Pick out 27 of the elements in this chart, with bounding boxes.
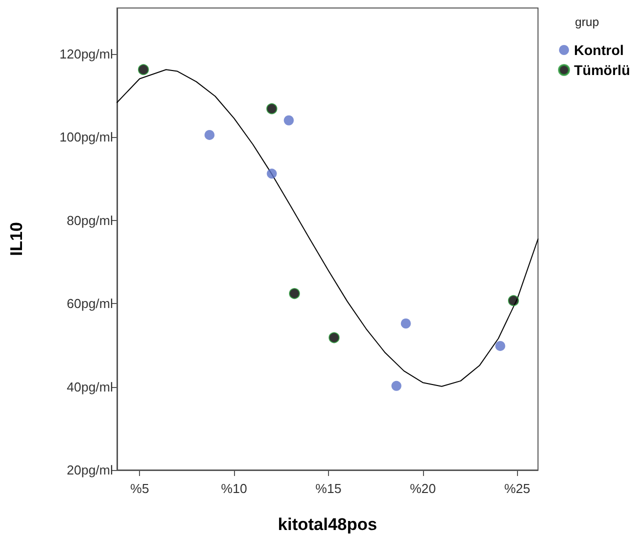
x-tick-label: %20: [410, 481, 436, 496]
legend-title: grup: [574, 15, 600, 29]
point: [400, 318, 411, 328]
legend-label: Tümörlü: [574, 62, 630, 78]
point: [328, 332, 340, 344]
point: [495, 340, 506, 351]
x-tick-label: %15: [315, 481, 342, 496]
point: [284, 115, 294, 126]
legend-label: Kontrol: [574, 42, 624, 58]
y-tick-label: 100pg/ml: [60, 130, 114, 145]
point: [391, 380, 402, 391]
x-axis-title: kitotal48pos: [278, 515, 378, 534]
y-tick-label: 20pg/ml: [66, 462, 114, 478]
point: [266, 168, 277, 179]
y-axis-title: IL10: [7, 222, 26, 256]
y-tick-label: 40pg/ml: [66, 379, 114, 394]
point: [508, 295, 519, 306]
y-tick-label: 60pg/ml: [66, 296, 114, 312]
y-tick-label: 80pg/ml: [66, 212, 114, 228]
y-tick-label: 120pg/ml: [60, 46, 114, 62]
x-tick-label: %10: [221, 481, 248, 496]
point: [138, 64, 149, 76]
point: [288, 288, 300, 300]
x-tick-label: %5: [130, 481, 150, 496]
point: [266, 103, 278, 114]
point: [204, 130, 215, 140]
x-tick-label: %25: [504, 481, 530, 496]
